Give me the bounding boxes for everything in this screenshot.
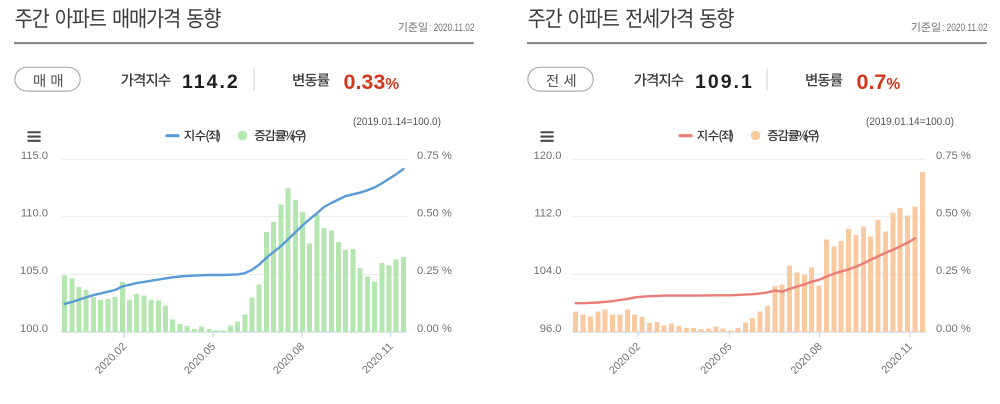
svg-text:0.25 %: 0.25 %: [417, 265, 452, 277]
svg-text:0.00 %: 0.00 %: [417, 323, 452, 335]
svg-text:100.0: 100.0: [20, 323, 48, 335]
svg-text:(2019.01.14=100.0): (2019.01.14=100.0): [353, 116, 441, 128]
svg-text:112.0: 112.0: [534, 208, 561, 220]
svg-text:0.50 %: 0.50 %: [936, 208, 971, 220]
svg-text:0.75 %: 0.75 %: [936, 150, 971, 162]
svg-text:96.0: 96.0: [540, 323, 562, 335]
svg-text:0.75 %: 0.75 %: [417, 150, 452, 162]
svg-text:104.0: 104.0: [534, 265, 562, 277]
svg-text:: 2020.11.02: : 2020.11.02: [942, 22, 988, 34]
svg-text:115.0: 115.0: [21, 150, 48, 162]
svg-text:105.0: 105.0: [20, 265, 48, 277]
svg-text:: 2020.11.02: : 2020.11.02: [429, 22, 475, 34]
svg-text:0.00 %: 0.00 %: [936, 323, 971, 335]
svg-text:114.2: 114.2: [182, 71, 240, 93]
svg-text:0.25 %: 0.25 %: [936, 265, 971, 277]
svg-text:0.50 %: 0.50 %: [417, 208, 452, 220]
svg-text:110.0: 110.0: [21, 208, 48, 220]
svg-text:109.1: 109.1: [695, 71, 754, 93]
svg-text:(2019.01.14=100.0): (2019.01.14=100.0): [866, 116, 954, 128]
svg-text:120.0: 120.0: [534, 150, 562, 162]
